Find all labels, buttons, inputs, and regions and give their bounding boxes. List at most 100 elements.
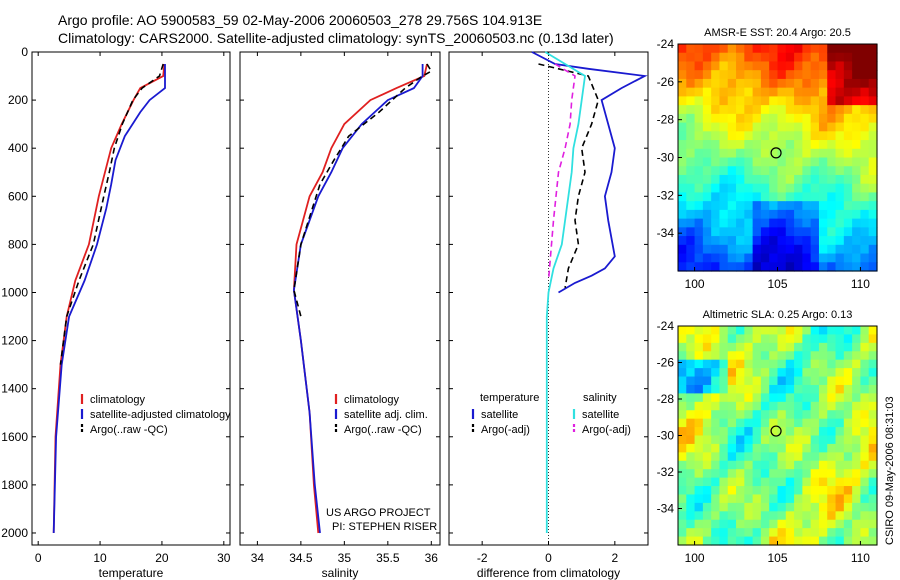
heatmap-cell: [802, 52, 812, 63]
heatmap-cell: [694, 140, 704, 150]
heatmap-cell: [760, 52, 770, 63]
heatmap-cell: [711, 351, 721, 361]
heatmap-cell: [843, 244, 853, 255]
heatmap-cell: [794, 105, 803, 115]
heatmap-cell: [843, 486, 853, 496]
heatmap-cell: [860, 494, 870, 504]
heatmap-cell: [785, 452, 795, 462]
heatmap-cell: [769, 253, 779, 263]
heatmap-cell: [686, 443, 696, 453]
heatmap-cell: [760, 44, 770, 54]
heatmap-cell: [678, 536, 687, 546]
heatmap-cell: [868, 359, 878, 369]
heatmap-cell: [694, 253, 704, 263]
heatmap-cell: [686, 326, 696, 336]
heatmap-cell: [852, 96, 862, 106]
heatmap-cell: [843, 460, 853, 470]
heatmap-cell: [835, 209, 845, 220]
heatmap-cell: [686, 460, 696, 470]
heatmap-cell: [760, 262, 770, 272]
heatmap-cell: [694, 452, 704, 462]
heatmap-cell: [802, 536, 812, 546]
heatmap-cell: [868, 460, 878, 470]
heatmap-cell: [711, 342, 721, 352]
heatmap-cell: [686, 105, 696, 115]
heatmap-cell: [827, 122, 837, 132]
heatmap-cell: [802, 393, 812, 403]
heatmap-cell: [769, 61, 779, 71]
heatmap-cell: [736, 334, 745, 344]
heatmap-cell: [785, 477, 795, 487]
heatmap-cell: [868, 486, 878, 496]
heatmap-cell: [727, 131, 737, 141]
heatmap-cell: [860, 174, 870, 185]
heatmap-cell: [686, 201, 696, 211]
heatmap-cell: [678, 334, 687, 344]
heatmap-cell: [785, 105, 795, 115]
heatmap-cell: [702, 183, 712, 194]
heatmap-cell: [777, 183, 787, 194]
heatmap-cell: [736, 393, 745, 403]
heatmap-cell: [760, 334, 770, 344]
heatmap-cell: [694, 410, 704, 420]
heatmap-cell: [744, 351, 754, 361]
heatmap-cell: [760, 368, 770, 378]
heatmap-cell: [711, 469, 721, 479]
heatmap-cell: [678, 157, 687, 167]
heatmap-cell: [752, 122, 762, 132]
heatmap-cell: [752, 192, 762, 202]
heatmap-cell: [736, 502, 745, 512]
heatmap-cell: [727, 519, 737, 529]
heatmap-cell: [818, 494, 828, 504]
heatmap-cell: [802, 326, 812, 336]
heatmap-cell: [719, 376, 729, 386]
heatmap-cell: [719, 253, 729, 263]
heatmap-cell: [818, 131, 828, 141]
heatmap-cell: [678, 359, 687, 369]
heatmap-cell: [752, 452, 762, 462]
heatmap-cell: [835, 244, 845, 255]
sla_map-title: Altimetric SLA: 0.25 Argo: 0.13: [703, 309, 853, 321]
series-line-argo-raw-qc-: [59, 63, 164, 365]
heatmap-cell: [852, 61, 862, 71]
heatmap-cell: [835, 486, 845, 496]
heatmap-cell: [769, 486, 779, 496]
heatmap-cell: [810, 174, 820, 185]
heatmap-cell: [694, 528, 704, 538]
heatmap-cell: [694, 368, 704, 378]
temperature-panel: 0 10 20 30 0 200 400 600 800 1000 1200 1400 1600 1800…: [1, 45, 231, 580]
heatmap-cell: [835, 70, 845, 80]
heatmap-cell: [744, 427, 754, 437]
heatmap-cell: [727, 140, 737, 150]
heatmap-cell: [736, 443, 745, 453]
heatmap-cell: [810, 401, 820, 411]
heatmap-cell: [711, 174, 721, 185]
heatmap-cell: [868, 368, 878, 378]
heatmap-cell: [860, 44, 870, 54]
sst_map-ytick-label: -24: [657, 37, 675, 51]
heatmap-cell: [827, 494, 837, 504]
heatmap-cell: [860, 528, 870, 538]
heatmap-cell: [818, 519, 828, 529]
heatmap-cell: [678, 44, 687, 54]
heatmap-cell: [794, 44, 803, 54]
heatmap-cell: [802, 410, 812, 420]
heatmap-cell: [769, 183, 779, 194]
heatmap-cell: [686, 183, 696, 194]
heatmap-cell: [744, 209, 754, 220]
heatmap-cell: [827, 70, 837, 80]
heatmap-cell: [686, 78, 696, 89]
heatmap-cell: [835, 113, 845, 124]
heatmap-cell: [818, 209, 828, 220]
heatmap-cell: [760, 87, 770, 97]
heatmap-cell: [843, 494, 853, 504]
heatmap-cell: [769, 368, 779, 378]
heatmap-cell: [852, 519, 862, 529]
heatmap-cell: [843, 148, 853, 159]
heatmap-cell: [727, 78, 737, 89]
heatmap-cell: [777, 157, 787, 167]
heatmap-cell: [843, 52, 853, 63]
heatmap-cell: [785, 218, 795, 228]
legend-label: satellite: [481, 409, 518, 421]
